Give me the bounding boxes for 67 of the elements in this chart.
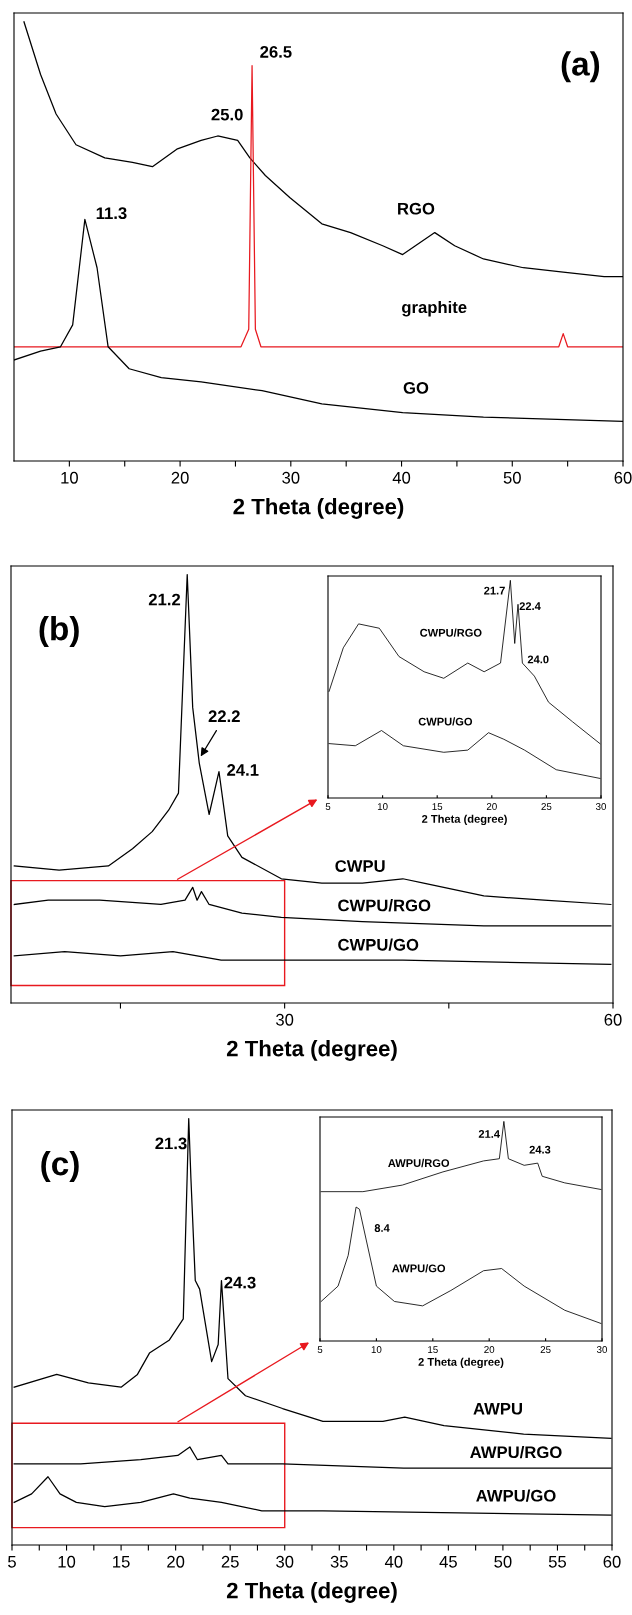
x-tick-label: 30 <box>276 1013 294 1026</box>
x-tick-label: 40 <box>392 471 411 484</box>
x-tick-label: 15 <box>428 1346 438 1353</box>
annotation: 25.0 <box>211 108 243 121</box>
x-tick-label: 20 <box>484 1346 495 1353</box>
annotation: 8.4 <box>374 1224 390 1232</box>
x-tick-label: 30 <box>276 1555 294 1568</box>
x-tick-label: 60 <box>604 1013 622 1026</box>
annotation: 24.1 <box>227 764 259 776</box>
x-tick-label: 10 <box>61 471 78 484</box>
annotation: 21.7 <box>484 586 505 595</box>
x-tick-label: 40 <box>384 1555 403 1568</box>
annotation: AWPU/RGO <box>388 1158 450 1168</box>
annotation: AWPU/RGO <box>470 1445 562 1459</box>
annotation: graphite <box>402 300 467 317</box>
x-tick-label: 10 <box>377 803 388 810</box>
x-axis-title: 2 Theta (degree) <box>418 1357 504 1369</box>
annotation: RGO <box>398 202 435 215</box>
annotation: AWPU <box>473 1402 522 1415</box>
x-tick-label: 60 <box>614 471 632 484</box>
x-tick-label: 5 <box>8 1556 16 1568</box>
annotation: GO <box>403 381 429 394</box>
x-tick-label: 25 <box>540 1346 551 1353</box>
annotation: CWPU/GO <box>418 717 473 726</box>
x-axis-title: 2 Theta (degree) <box>226 1582 397 1603</box>
x-tick-label: 55 <box>548 1556 567 1568</box>
annotation: 11.3 <box>96 207 127 220</box>
x-tick-label: 20 <box>171 471 189 484</box>
annotation: 24.3 <box>224 1276 256 1289</box>
x-tick-label: 45 <box>439 1556 457 1568</box>
annotation: CWPU <box>335 860 385 872</box>
annotation: AWPU/GO <box>476 1489 556 1502</box>
annotation: CWPU/RGO <box>420 628 482 637</box>
x-tick-label: 30 <box>596 1346 608 1353</box>
x-tick-label: 60 <box>603 1555 621 1568</box>
annotation: 26.5 <box>260 45 292 58</box>
x-tick-label: 30 <box>595 803 607 810</box>
annotation: 21.4 <box>478 1130 500 1138</box>
annotation: 22.2 <box>208 710 240 722</box>
annotation: 24.0 <box>527 655 549 664</box>
annotation: (c) <box>41 1151 79 1183</box>
annotation: CWPU/GO <box>338 938 419 951</box>
x-tick-label: 15 <box>432 803 443 810</box>
x-axis-title: 2 Theta (degree) <box>233 498 404 519</box>
annotation: 22.4 <box>519 602 541 610</box>
x-axis-title: 2 Theta (degree) <box>421 814 507 826</box>
annotation: 24.3 <box>529 1145 551 1154</box>
x-axis-title: 2 Theta (degree) <box>226 1040 397 1061</box>
x-tick-label: 10 <box>371 1346 382 1353</box>
x-tick-label: 25 <box>541 803 552 810</box>
annotation: (a) <box>561 51 600 83</box>
x-tick-label: 5 <box>317 1346 323 1353</box>
x-tick-label: 50 <box>503 471 521 484</box>
annotation: 21.2 <box>148 593 181 606</box>
x-tick-label: 20 <box>167 1555 185 1568</box>
x-tick-label: 15 <box>113 1556 130 1568</box>
x-tick-label: 30 <box>282 471 300 484</box>
x-tick-label: 35 <box>330 1555 348 1568</box>
annotation: 21.3 <box>155 1137 187 1150</box>
annotation: AWPU/GO <box>392 1264 446 1273</box>
annotation: CWPU/RGO <box>338 899 431 912</box>
x-tick-label: 5 <box>325 803 331 810</box>
x-tick-label: 50 <box>494 1555 512 1568</box>
annotation: (b) <box>39 616 79 648</box>
x-tick-label: 20 <box>486 803 497 810</box>
x-tick-label: 10 <box>58 1555 76 1568</box>
x-tick-label: 25 <box>221 1555 239 1568</box>
